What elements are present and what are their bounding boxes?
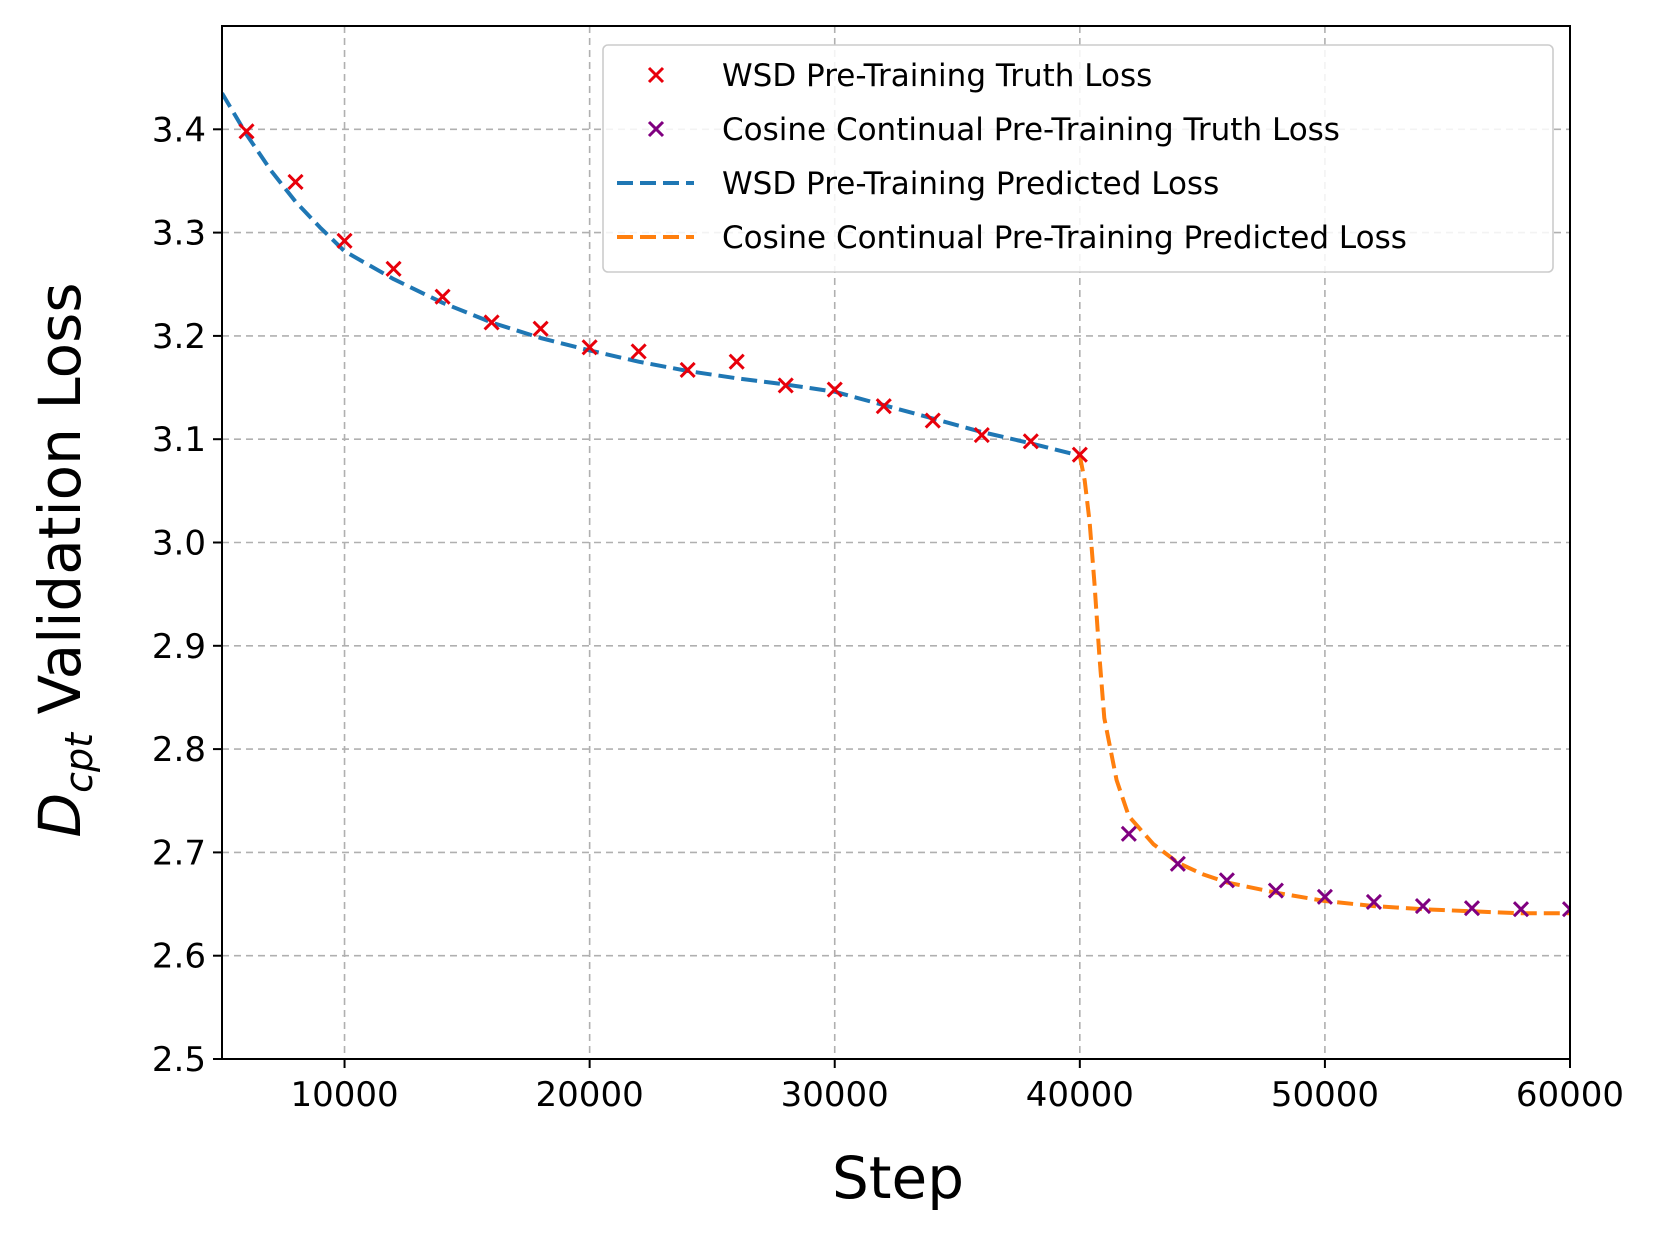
y-tick-label: 3.1: [152, 420, 206, 460]
y-tick-label: 2.9: [152, 627, 206, 667]
data-point: [483, 314, 500, 331]
legend-item: WSD Pre-Training Truth Loss: [647, 58, 1152, 94]
legend-marker: [647, 66, 665, 84]
y-tick-label: 2.5: [152, 1040, 206, 1080]
y-tick-label: 3.0: [152, 524, 206, 564]
data-point: [1218, 872, 1235, 889]
legend-label: WSD Pre-Training Truth Loss: [722, 58, 1152, 94]
data-point: [630, 343, 647, 360]
data-point: [1463, 900, 1481, 917]
data-point: [924, 412, 941, 429]
legend-label: WSD Pre-Training Predicted Loss: [722, 166, 1219, 202]
x-tick-label: 60000: [1516, 1075, 1624, 1115]
x-axis-title: Step: [832, 1144, 964, 1212]
legend-label: Cosine Continual Pre-Training Truth Loss: [722, 112, 1340, 148]
data-point: [1414, 898, 1432, 915]
data-point: [875, 398, 892, 415]
y-axis-ticks: 2.5 2.6 2.7 2.8 2.9 3.0 3.1 3.2 3.3 3.4: [152, 110, 222, 1080]
data-point: [532, 320, 549, 337]
legend: WSD Pre-Training Truth Loss Cosine Contin…: [602, 44, 1554, 273]
legend-label: Cosine Continual Pre-Training Predicted …: [722, 220, 1407, 256]
y-axis-title-base: D: [26, 793, 94, 838]
x-tick-label: 40000: [1026, 1075, 1134, 1115]
legend-marker: [647, 120, 665, 138]
y-axis-title-rest: Validation Loss: [26, 282, 94, 733]
x-tick-label: 50000: [1271, 1075, 1379, 1115]
plot-series: [222, 92, 1570, 918]
x-tick-label: 30000: [781, 1075, 889, 1115]
y-tick-label: 3.2: [152, 317, 206, 357]
data-point: [973, 427, 990, 444]
y-axis-title: Dcpt Validation Loss: [26, 282, 101, 837]
data-point: [1512, 901, 1530, 918]
data-point: [826, 381, 843, 398]
data-point: [679, 361, 696, 379]
series-line-1: [222, 92, 1081, 458]
y-tick-label: 2.6: [152, 937, 206, 977]
data-point: [434, 288, 451, 305]
x-axis-ticks: 10000 20000 30000 40000 50000 60000: [290, 1059, 1624, 1115]
data-point: [777, 377, 794, 394]
data-point: [728, 353, 745, 370]
legend-item: WSD Pre-Training Predicted Loss: [617, 166, 1219, 202]
data-point: [1561, 901, 1570, 918]
legend-item: Cosine Continual Pre-Training Truth Loss: [647, 112, 1340, 148]
y-tick-label: 2.8: [152, 730, 206, 770]
y-tick-label: 2.7: [152, 833, 206, 873]
data-point: [1267, 882, 1284, 899]
legend-item: Cosine Continual Pre-Training Predicted …: [617, 220, 1407, 256]
legend-box: [602, 44, 1554, 273]
data-point: [1120, 825, 1137, 842]
data-point: [336, 232, 353, 249]
data-point: [581, 339, 598, 356]
y-axis-title-subscript: cpt: [57, 731, 101, 793]
data-point: [287, 173, 304, 191]
data-point: [385, 260, 402, 277]
data-point: [1365, 893, 1382, 911]
data-point: [1316, 888, 1333, 905]
x-tick-label: 10000: [290, 1075, 398, 1115]
data-point: [1022, 433, 1039, 450]
y-tick-label: 3.4: [152, 110, 206, 150]
x-tick-label: 20000: [536, 1075, 644, 1115]
data-point: [238, 123, 255, 140]
data-point: [1071, 446, 1088, 463]
data-point: [1169, 855, 1186, 872]
y-tick-label: 3.3: [152, 214, 206, 254]
series-line-2: [1077, 455, 1570, 916]
